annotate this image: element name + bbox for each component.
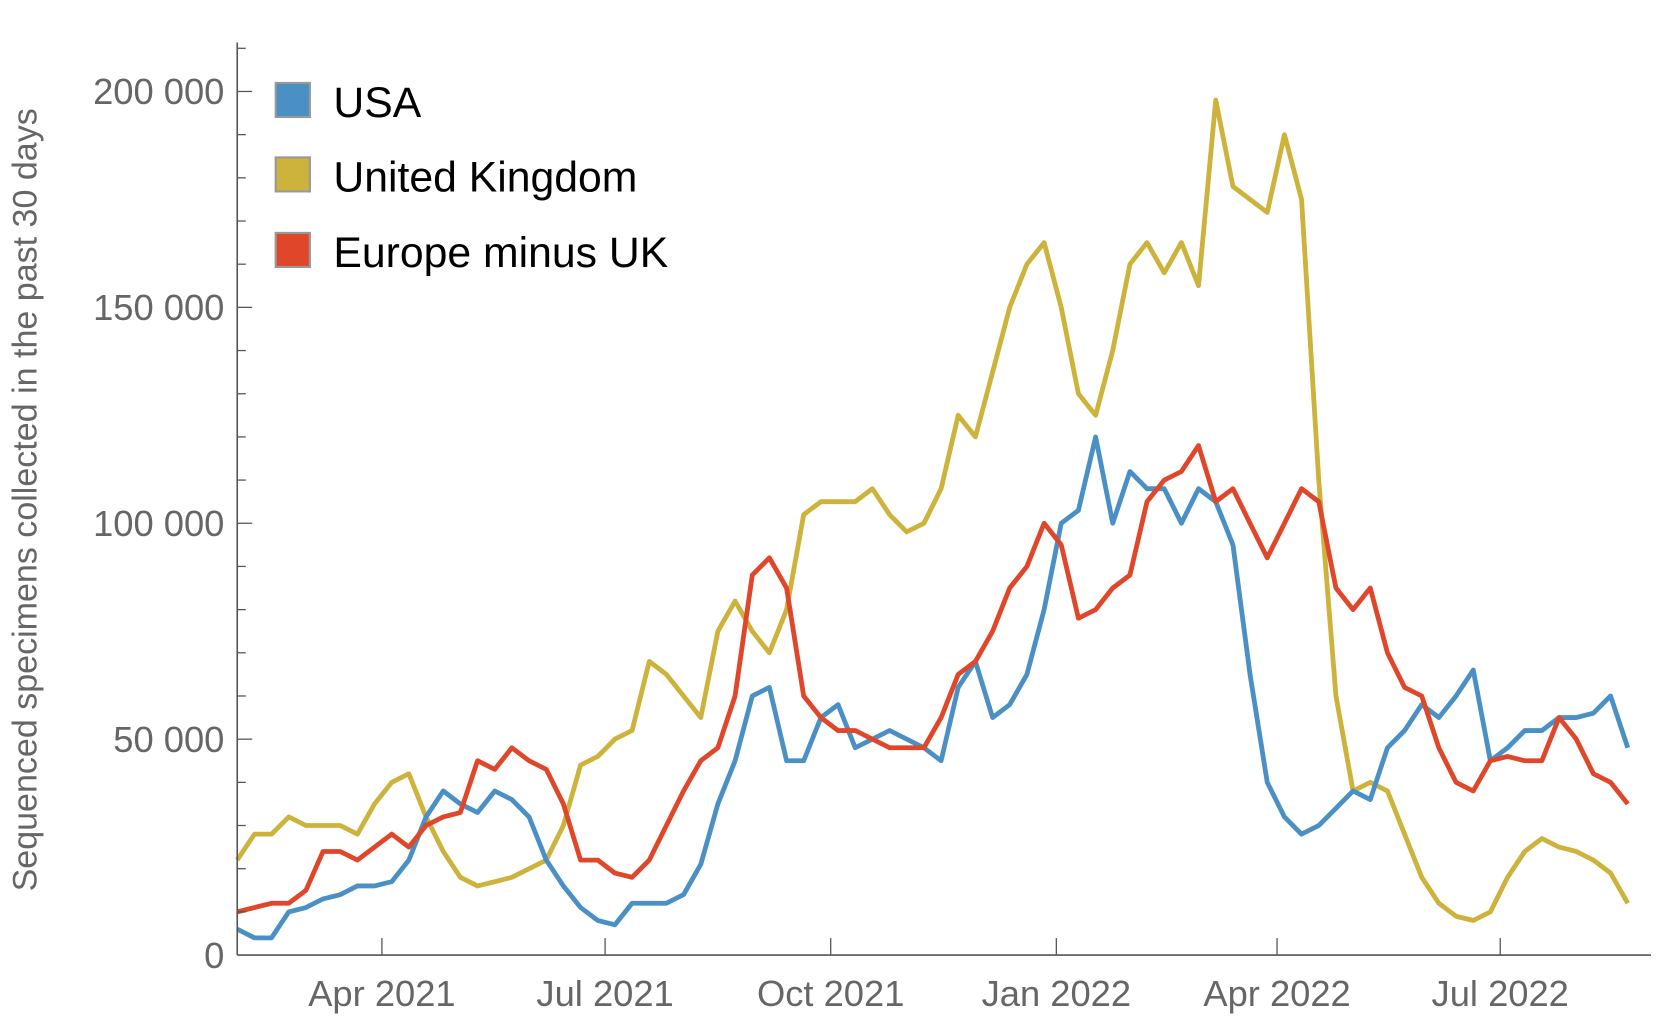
legend: USA United Kingdom Europe minus UK [274,79,668,277]
y-tick-label: 150 000 [93,287,224,328]
legend-label-usa: USA [333,79,421,127]
y-tick-label: 100 000 [93,503,224,544]
series-line-usa [236,434,1631,941]
series-usa [236,434,1631,941]
series-line-united-kingdom [235,97,1630,923]
legend-label-united-kingdom: United Kingdom [333,154,637,202]
series-united-kingdom [235,97,1630,923]
legend-swatch-united-kingdom [274,156,311,193]
legend-item-united-kingdom: United Kingdom [274,154,637,202]
y-ticks: 0 50 000 100 000 150 000 200 000 [93,47,253,976]
y-tick-label: 0 [204,935,224,976]
legend-item-europe-minus-uk: Europe minus UK [274,229,668,277]
series-layer [235,97,1631,941]
x-tick-label: Oct 2021 [757,973,904,1014]
y-axis-title: Sequenced specimens collected in the pas… [6,108,44,891]
series-europe-minus-uk [236,443,1630,915]
x-tick-label: Jul 2022 [1432,973,1569,1014]
x-tick-label: Apr 2022 [1203,973,1350,1014]
x-tick-label: Jan 2022 [982,973,1131,1014]
legend-item-usa: USA [274,79,422,127]
legend-label-europe-minus-uk: Europe minus UK [333,229,668,277]
x-ticks: Apr 2021 Jul 2021 Oct 2021 Jan 2022 Apr 2022… [308,938,1569,1014]
y-tick-label: 200 000 [93,71,224,112]
x-tick-label: Apr 2021 [308,973,455,1014]
y-tick-label: 50 000 [113,719,224,760]
legend-swatch-usa [274,81,311,119]
x-tick-label: Jul 2021 [536,973,673,1014]
series-line-europe-minus-uk [236,443,1630,915]
legend-swatch-europe-minus-uk [274,231,311,269]
